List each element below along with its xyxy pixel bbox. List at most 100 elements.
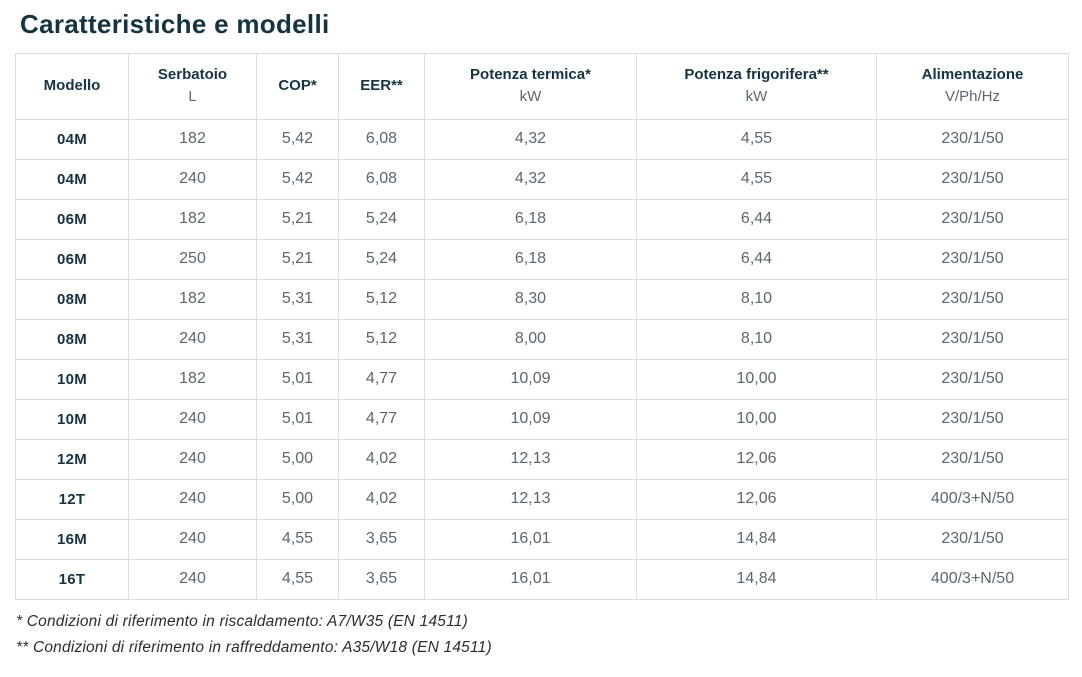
value-cell: 8,10 [636, 318, 877, 360]
value-cell: 182 [128, 278, 257, 320]
value-cell: 5,12 [338, 278, 425, 320]
value-cell: 14,84 [636, 558, 877, 600]
model-cell: 06M [15, 238, 129, 280]
value-cell: 4,32 [424, 118, 637, 160]
value-cell: 3,65 [338, 558, 425, 600]
value-cell: 240 [128, 398, 257, 440]
value-cell: 5,31 [256, 318, 339, 360]
model-cell: 04M [15, 118, 129, 160]
value-cell: 230/1/50 [876, 198, 1069, 240]
value-cell: 4,55 [256, 518, 339, 560]
value-cell: 5,12 [338, 318, 425, 360]
model-cell: 10M [15, 358, 129, 400]
value-cell: 8,30 [424, 278, 637, 320]
header-label: EER** [360, 77, 403, 95]
model-cell: 08M [15, 318, 129, 360]
header-cell-eer: EER** [338, 52, 425, 120]
value-cell: 4,02 [338, 438, 425, 480]
value-cell: 4,32 [424, 158, 637, 200]
value-cell: 5,24 [338, 198, 425, 240]
model-cell: 08M [15, 278, 129, 320]
value-cell: 240 [128, 158, 257, 200]
header-unit: kW [519, 88, 542, 105]
model-cell: 16M [15, 518, 129, 560]
value-cell: 230/1/50 [876, 158, 1069, 200]
table-row: 04M 240 5,42 6,08 4,32 4,55 230/1/50 [15, 158, 1069, 200]
value-cell: 6,08 [338, 158, 425, 200]
value-cell: 4,02 [338, 478, 425, 520]
value-cell: 10,00 [636, 358, 877, 400]
value-cell: 4,55 [636, 118, 877, 160]
header-label: Alimentazione [921, 66, 1024, 84]
model-cell: 16T [15, 558, 129, 600]
header-cell-modello: Modello [15, 52, 129, 120]
header-label: Potenza frigorifera** [684, 66, 829, 84]
value-cell: 240 [128, 438, 257, 480]
header-cell-potenza-termica: Potenza termica* kW [424, 52, 637, 120]
header-unit: kW [745, 88, 768, 105]
value-cell: 14,84 [636, 518, 877, 560]
table-row: 06M 182 5,21 5,24 6,18 6,44 230/1/50 [15, 198, 1069, 240]
value-cell: 240 [128, 518, 257, 560]
value-cell: 5,42 [256, 118, 339, 160]
model-cell: 04M [15, 158, 129, 200]
value-cell: 10,00 [636, 398, 877, 440]
value-cell: 8,10 [636, 278, 877, 320]
value-cell: 5,00 [256, 478, 339, 520]
value-cell: 16,01 [424, 558, 637, 600]
spec-table: Modello Serbatoio L COP* EER** Potenza t… [15, 52, 1069, 600]
spec-table-header: Modello Serbatoio L COP* EER** Potenza t… [15, 52, 1069, 120]
value-cell: 6,44 [636, 198, 877, 240]
value-cell: 6,44 [636, 238, 877, 280]
header-cell-serbatoio: Serbatoio L [128, 52, 257, 120]
table-row: 10M 240 5,01 4,77 10,09 10,00 230/1/50 [15, 398, 1069, 440]
table-row: 08M 182 5,31 5,12 8,30 8,10 230/1/50 [15, 278, 1069, 320]
value-cell: 182 [128, 118, 257, 160]
footnote-heating: * Condizioni di riferimento in riscaldam… [16, 612, 468, 630]
header-cell-cop: COP* [256, 52, 339, 120]
value-cell: 182 [128, 358, 257, 400]
table-row: 10M 182 5,01 4,77 10,09 10,00 230/1/50 [15, 358, 1069, 400]
header-label: Potenza termica* [470, 66, 591, 84]
value-cell: 230/1/50 [876, 358, 1069, 400]
value-cell: 5,21 [256, 238, 339, 280]
value-cell: 400/3+N/50 [876, 558, 1069, 600]
value-cell: 230/1/50 [876, 398, 1069, 440]
value-cell: 6,18 [424, 238, 637, 280]
value-cell: 3,65 [338, 518, 425, 560]
header-cell-alimentazione: Alimentazione V/Ph/Hz [876, 52, 1069, 120]
value-cell: 4,55 [636, 158, 877, 200]
header-label: COP* [278, 77, 317, 95]
table-row: 04M 182 5,42 6,08 4,32 4,55 230/1/50 [15, 118, 1069, 160]
value-cell: 5,01 [256, 398, 339, 440]
value-cell: 5,21 [256, 198, 339, 240]
value-cell: 230/1/50 [876, 238, 1069, 280]
table-row: 08M 240 5,31 5,12 8,00 8,10 230/1/50 [15, 318, 1069, 360]
value-cell: 12,06 [636, 438, 877, 480]
table-row: 12M 240 5,00 4,02 12,13 12,06 230/1/50 [15, 438, 1069, 480]
value-cell: 12,13 [424, 438, 637, 480]
value-cell: 400/3+N/50 [876, 478, 1069, 520]
page-title: Caratteristiche e modelli [20, 9, 330, 39]
value-cell: 230/1/50 [876, 438, 1069, 480]
value-cell: 8,00 [424, 318, 637, 360]
value-cell: 6,18 [424, 198, 637, 240]
model-cell: 10M [15, 398, 129, 440]
header-unit: L [188, 88, 197, 105]
value-cell: 5,24 [338, 238, 425, 280]
value-cell: 5,42 [256, 158, 339, 200]
value-cell: 12,06 [636, 478, 877, 520]
value-cell: 10,09 [424, 358, 637, 400]
header-unit: V/Ph/Hz [944, 88, 1001, 105]
header-label: Modello [43, 77, 101, 95]
value-cell: 182 [128, 198, 257, 240]
value-cell: 230/1/50 [876, 518, 1069, 560]
table-row: 16M 240 4,55 3,65 16,01 14,84 230/1/50 [15, 518, 1069, 560]
value-cell: 240 [128, 558, 257, 600]
value-cell: 10,09 [424, 398, 637, 440]
table-row: 16T 240 4,55 3,65 16,01 14,84 400/3+N/50 [15, 558, 1069, 600]
model-cell: 06M [15, 198, 129, 240]
header-label: Serbatoio [157, 66, 228, 84]
table-row: 12T 240 5,00 4,02 12,13 12,06 400/3+N/50 [15, 478, 1069, 520]
